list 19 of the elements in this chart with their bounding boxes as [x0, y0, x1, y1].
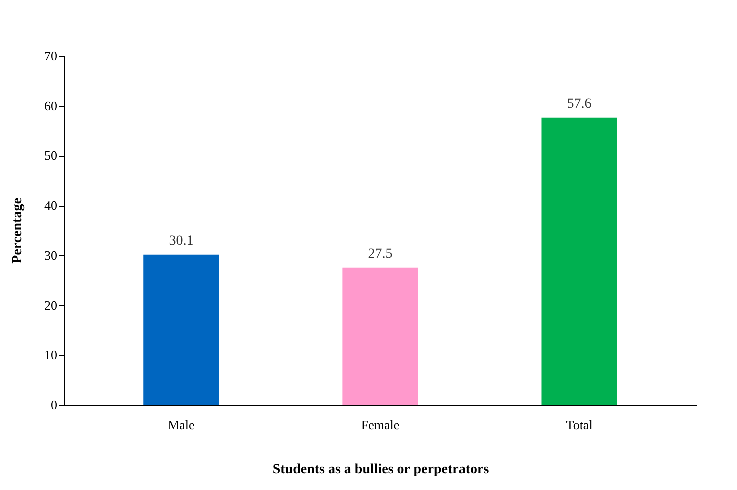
y-tick-label: 70	[44, 48, 58, 64]
bar	[542, 118, 618, 405]
y-axis-title: Percentage	[10, 198, 26, 264]
y-tick-label: 60	[44, 98, 58, 114]
data-label: 30.1	[169, 234, 194, 249]
bar	[342, 268, 418, 405]
x-tick-label: Female	[361, 418, 400, 432]
data-label: 27.5	[368, 246, 393, 262]
x-tick-label: Male	[168, 418, 196, 432]
y-tick-label: 10	[44, 348, 58, 363]
y-tick-label: 0	[51, 398, 58, 412]
data-label: 57.6	[567, 96, 592, 112]
x-axis-title: Students as a bullies or perpetrators	[272, 462, 490, 478]
x-tick-label: Total	[566, 418, 594, 432]
y-tick-label: 30	[44, 248, 58, 263]
y-tick-label: 20	[44, 298, 58, 313]
bar	[144, 254, 220, 405]
y-tick-label: 40	[44, 198, 58, 214]
y-tick-label: 50	[44, 148, 58, 164]
